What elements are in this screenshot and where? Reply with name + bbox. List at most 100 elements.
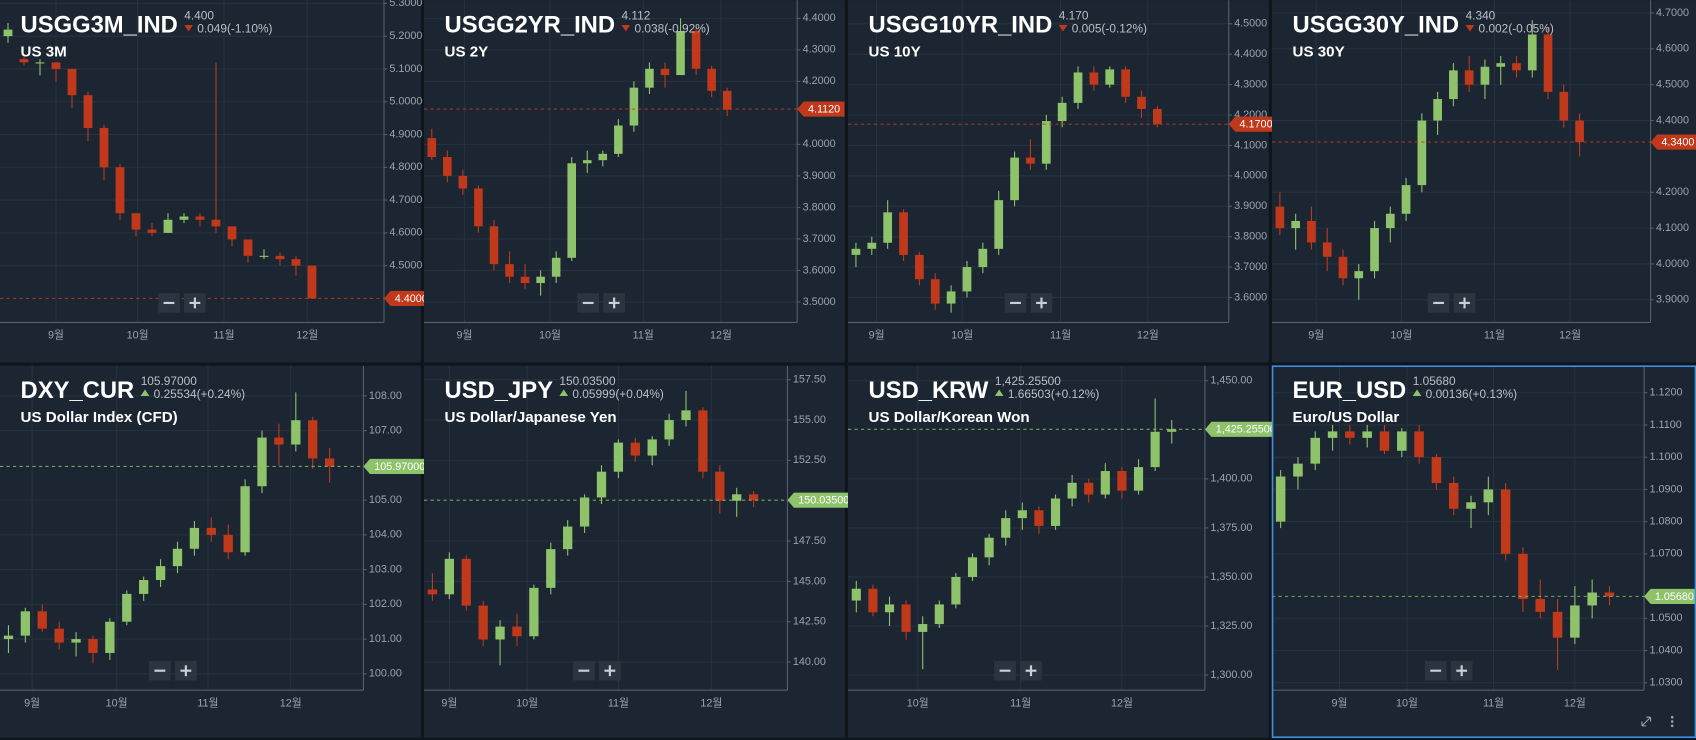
x-tick-label: 12월: [710, 329, 732, 342]
menu-dot[interactable]: [1670, 715, 1674, 719]
price-label: 4.400: [184, 9, 214, 23]
y-tick-label: 4.7000: [389, 194, 422, 206]
last-price-tag-shape: [787, 492, 854, 508]
zoom-in-button[interactable]: [603, 293, 625, 313]
candle-body: [1067, 482, 1077, 499]
candle-body: [1001, 518, 1011, 538]
zoom-in-button[interactable]: [184, 293, 206, 313]
x-tick-label: 9월: [869, 329, 885, 342]
candle-body: [1100, 471, 1110, 495]
zoom-out-button[interactable]: [1004, 293, 1027, 313]
panel-background: [0, 365, 421, 738]
candle-body: [54, 628, 64, 643]
candle-body: [1535, 598, 1546, 612]
y-tick-label: 1.0300: [1649, 677, 1682, 689]
price-label: 105.97000: [141, 374, 198, 388]
zoom-out-button[interactable]: [577, 293, 600, 313]
x-tick-label: 12월: [296, 329, 318, 342]
x-tick-label: 11월: [633, 329, 654, 342]
candle-body: [1496, 63, 1506, 67]
x-tick-label: 10월: [539, 329, 561, 342]
zoom-in-button[interactable]: [1453, 293, 1476, 313]
candle-body: [1017, 510, 1027, 519]
candle-body: [851, 588, 861, 601]
candle-body: [489, 226, 499, 265]
candle-body: [582, 160, 592, 164]
y-tick-label: 3.8000: [1234, 231, 1267, 243]
y-tick-label: 4.1000: [1656, 222, 1689, 234]
y-tick-label: 1,450.00: [1210, 375, 1252, 387]
zoom-out-button[interactable]: [149, 660, 171, 681]
candle-body: [567, 163, 576, 258]
candle-body: [131, 213, 141, 230]
y-tick-label: 5.2000: [389, 30, 422, 42]
zoom-out-button[interactable]: [994, 660, 1016, 681]
zoom-out-button[interactable]: [1424, 660, 1447, 681]
chart-title: DXY_CUR: [21, 377, 135, 404]
candle-body: [1512, 63, 1521, 71]
zoom-in-button[interactable]: [1450, 660, 1473, 681]
candle-body: [1073, 72, 1083, 103]
change-label: 0.005(-0.12%): [1072, 22, 1147, 36]
y-tick-label: 1,400.00: [1210, 473, 1252, 485]
y-tick-label: 5.3000: [389, 0, 422, 9]
x-tick-label: 11월: [1484, 329, 1505, 342]
candle-body: [122, 593, 132, 622]
candle-body: [1152, 108, 1162, 125]
last-price-label: 4.3400: [1661, 136, 1694, 148]
candle-body: [1362, 431, 1372, 438]
zoom-in-button[interactable]: [599, 660, 621, 681]
zoom-out-button[interactable]: [1427, 293, 1450, 313]
zoom-in-button[interactable]: [1030, 293, 1053, 313]
zoom-out-button[interactable]: [158, 293, 180, 313]
candle-body: [664, 420, 674, 440]
candle-body: [105, 621, 115, 653]
y-tick-label: 4.4000: [803, 12, 836, 24]
expand-icon[interactable]: [1641, 716, 1652, 727]
y-tick-label: 1.1100: [1649, 419, 1681, 431]
chart-title: EUR_USD: [1293, 377, 1407, 404]
y-tick-label: 101.00: [369, 633, 402, 645]
y-tick-label: 4.0000: [1656, 258, 1689, 270]
candle-body: [274, 437, 284, 445]
chart-panel: 3.9000 4.0000 4.1000 4.2000 4.4000 4.5000 4.60…: [1272, 0, 1696, 363]
menu-dot[interactable]: [1670, 720, 1674, 723]
chart-subtitle: US 10Y: [869, 43, 921, 60]
candle-body: [1057, 102, 1067, 122]
zoom-out-button[interactable]: [573, 660, 595, 681]
candle-body: [1431, 457, 1442, 483]
candle-body: [275, 255, 285, 260]
candle-body: [1575, 120, 1584, 143]
x-tick-label: 12월: [700, 696, 722, 709]
candle-body: [1414, 431, 1424, 458]
candle-body: [458, 175, 468, 189]
chart-panel: 140.00 142.50 145.00 147.50 152.50 155.00 157.…: [424, 365, 854, 738]
candle-body: [1345, 431, 1355, 438]
panel-background: [424, 365, 845, 738]
chart-title: USGG10YR_IND: [869, 12, 1053, 39]
zoom-in-button[interactable]: [1020, 660, 1042, 681]
menu-dot[interactable]: [1670, 724, 1674, 728]
last-price-tag-shape: [1644, 588, 1696, 604]
candle-body: [139, 580, 149, 594]
candle-body: [563, 526, 573, 550]
candle-body: [1604, 592, 1615, 597]
y-tick-label: 4.6000: [1656, 43, 1689, 55]
candle-body: [899, 212, 908, 255]
x-tick-label: 9월: [441, 696, 457, 709]
candle-body: [324, 458, 335, 467]
last-price-tag: 4.4000: [383, 290, 433, 307]
x-tick-label: 10월: [1396, 696, 1418, 709]
last-price-tag: 4.3400: [1650, 134, 1696, 150]
price-label: 1.05680: [1413, 374, 1456, 388]
candle-body: [1466, 502, 1476, 509]
x-tick-label: 10월: [516, 696, 538, 709]
candle-body: [1307, 220, 1316, 243]
candle-body: [147, 229, 157, 233]
zoom-in-button[interactable]: [175, 660, 197, 681]
down-arrow: [621, 24, 631, 32]
last-price-label: 1.05680: [1655, 591, 1694, 603]
candle-body: [647, 439, 657, 456]
candle-body: [189, 527, 200, 549]
y-tick-label: 1.0700: [1649, 548, 1682, 560]
